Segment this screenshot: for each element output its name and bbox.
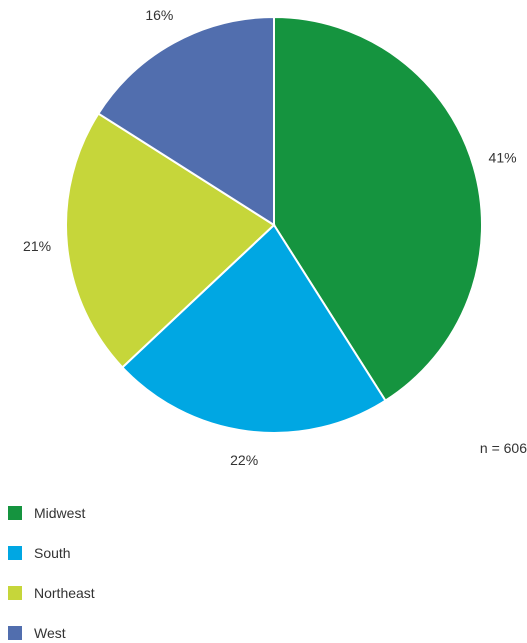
pie-slice-midwest [273, 15, 483, 403]
legend-swatch-midwest [8, 506, 22, 520]
legend-swatch-west [8, 626, 22, 640]
pie-slices [65, 15, 483, 434]
sample-size-note: n = 606 [479, 440, 527, 456]
value-label-west: 16% [145, 7, 173, 23]
legend-label-northeast: Northeast [34, 585, 95, 601]
legend-label-south: South [34, 545, 71, 561]
value-label-south: 22% [230, 452, 258, 468]
legend-swatch-south [8, 546, 22, 560]
legend: Midwest South Northeast West [8, 503, 95, 643]
pie-slice-south [120, 223, 387, 434]
legend-item-south: South [8, 543, 95, 563]
legend-item-northeast: Northeast [8, 583, 95, 603]
legend-label-west: West [34, 625, 66, 641]
legend-item-west: West [8, 623, 95, 643]
legend-item-midwest: Midwest [8, 503, 95, 523]
value-label-northeast: 21% [23, 238, 51, 254]
pie-value-labels: 41% 22% 21% 16% [23, 7, 517, 468]
pie-slice-west [96, 15, 275, 227]
value-label-midwest: 41% [489, 149, 517, 165]
legend-label-midwest: Midwest [34, 505, 86, 521]
pie-chart: 41% 22% 21% 16% [23, 7, 517, 468]
legend-swatch-northeast [8, 586, 22, 600]
pie-slice-northeast [65, 112, 276, 369]
